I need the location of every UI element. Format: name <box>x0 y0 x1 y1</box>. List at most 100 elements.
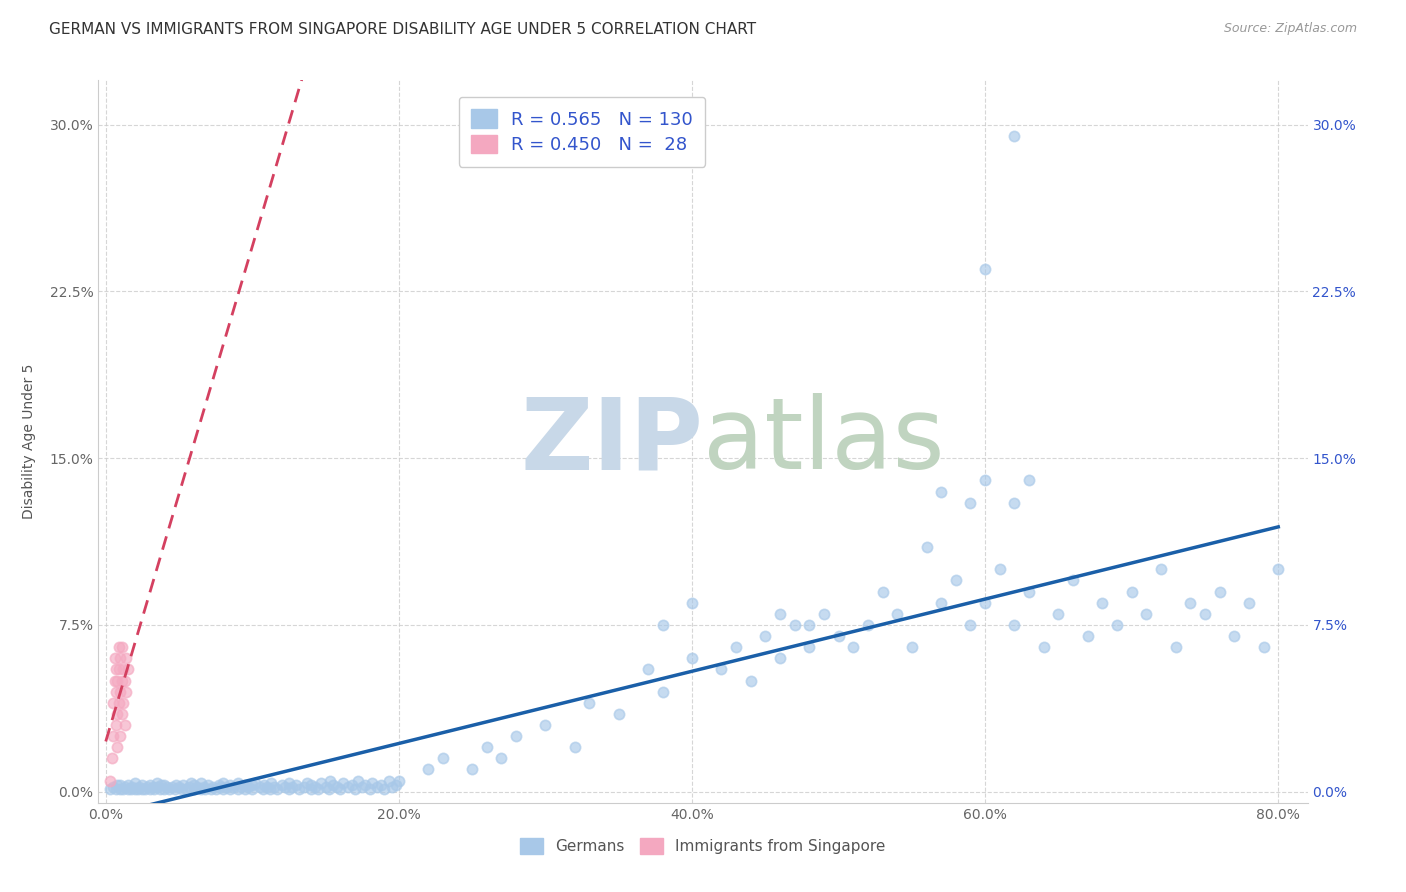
Point <box>432 751 454 765</box>
Point <box>1018 474 1040 488</box>
Point <box>505 729 527 743</box>
Point <box>114 673 136 688</box>
Point <box>105 718 128 732</box>
Point <box>110 782 132 797</box>
Point <box>315 780 337 795</box>
Point <box>273 780 295 795</box>
Point <box>974 596 997 610</box>
Point <box>98 782 121 797</box>
Point <box>201 780 224 795</box>
Point <box>929 484 952 499</box>
Point <box>103 673 125 688</box>
Point <box>336 780 359 795</box>
Point <box>190 776 212 790</box>
Point <box>100 751 122 765</box>
Point <box>278 782 301 797</box>
Point <box>172 778 194 792</box>
Point <box>134 782 156 797</box>
Point <box>149 782 172 797</box>
Point <box>240 778 263 792</box>
Point <box>200 782 222 797</box>
Point <box>263 780 285 795</box>
Point <box>194 782 217 797</box>
Point <box>240 782 263 797</box>
Point <box>352 780 374 795</box>
Point <box>842 640 865 655</box>
Point <box>193 780 215 795</box>
Point <box>299 778 322 792</box>
Point <box>212 782 235 797</box>
Point <box>163 782 186 797</box>
Point <box>138 782 160 797</box>
Point <box>101 696 124 710</box>
Point <box>1032 640 1054 655</box>
Point <box>108 640 131 655</box>
Point <box>945 574 967 588</box>
Point <box>1164 640 1187 655</box>
Point <box>115 651 138 665</box>
Point <box>1105 618 1128 632</box>
Point <box>204 782 226 797</box>
Y-axis label: Disability Age Under 5: Disability Age Under 5 <box>22 364 35 519</box>
Point <box>110 651 132 665</box>
Point <box>111 640 134 655</box>
Point <box>110 684 132 698</box>
Point <box>107 740 129 755</box>
Point <box>156 780 179 795</box>
Point <box>651 618 673 632</box>
Legend: Germans, Immigrants from Singapore: Germans, Immigrants from Singapore <box>515 832 891 860</box>
Point <box>959 618 981 632</box>
Point <box>827 629 849 643</box>
Point <box>143 782 166 797</box>
Point <box>219 782 242 797</box>
Point <box>101 780 124 795</box>
Point <box>361 776 384 790</box>
Point <box>564 740 586 755</box>
Point <box>1223 629 1246 643</box>
Point <box>128 780 150 795</box>
Point <box>295 776 318 790</box>
Point <box>461 763 484 777</box>
Point <box>1150 562 1173 576</box>
Point <box>380 780 402 795</box>
Point <box>105 662 128 676</box>
Point <box>270 778 292 792</box>
Point <box>651 684 673 698</box>
Point <box>322 778 344 792</box>
Point <box>783 618 806 632</box>
Point <box>813 607 835 621</box>
Point <box>183 782 205 797</box>
Point <box>285 778 308 792</box>
Point <box>288 782 311 797</box>
Point <box>105 782 128 797</box>
Point <box>215 780 238 795</box>
Point <box>222 780 245 795</box>
Point <box>226 782 249 797</box>
Point <box>354 778 377 792</box>
Point <box>740 673 762 688</box>
Point <box>366 780 388 795</box>
Point <box>266 782 288 797</box>
Point <box>260 776 283 790</box>
Point <box>332 776 354 790</box>
Point <box>117 782 139 797</box>
Point <box>1062 574 1084 588</box>
Point <box>491 751 513 765</box>
Point <box>107 706 129 721</box>
Point <box>131 778 153 792</box>
Point <box>108 696 131 710</box>
Point <box>1237 596 1260 610</box>
Point <box>98 773 121 788</box>
Point <box>112 782 135 797</box>
Point <box>299 782 322 797</box>
Point <box>1180 596 1202 610</box>
Point <box>179 780 201 795</box>
Point <box>710 662 733 676</box>
Point <box>347 773 370 788</box>
Point <box>1077 629 1099 643</box>
Point <box>326 780 349 795</box>
Point <box>176 782 198 797</box>
Point <box>886 607 908 621</box>
Point <box>278 776 301 790</box>
Point <box>249 780 271 795</box>
